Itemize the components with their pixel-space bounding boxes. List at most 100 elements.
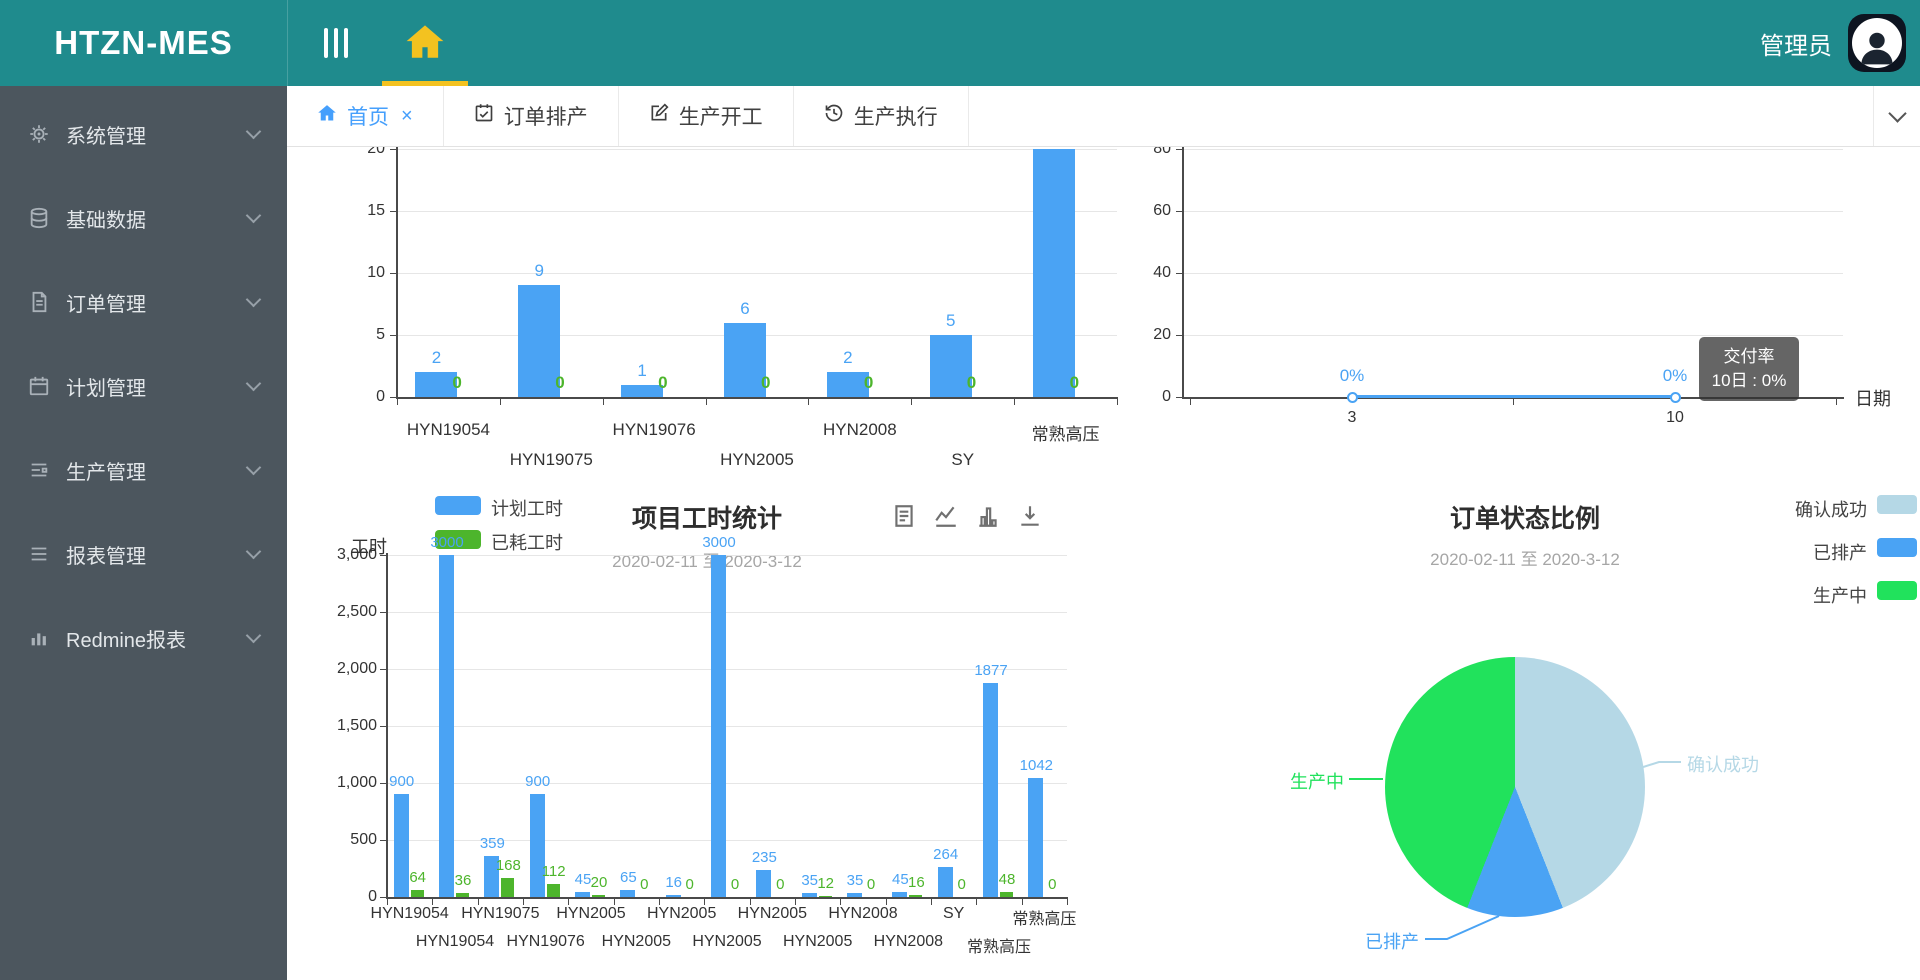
tab-production-execution[interactable]: 生产执行 [794,86,969,146]
bar-planned[interactable] [756,870,772,897]
x-tick-mark [795,899,796,905]
sidebar: 系统管理 基础数据 订单管理 计划管理 [0,86,287,980]
legend-swatch-confirmed[interactable] [1877,495,1917,514]
x-tick-mark [1117,399,1118,405]
bar-planned[interactable] [484,856,500,897]
sidebar-item-system[interactable]: 系统管理 [0,92,287,176]
bar-consumed[interactable] [818,895,832,897]
legend-swatch-planned[interactable] [435,496,481,515]
bar-planned[interactable] [415,372,458,397]
bar-consumed[interactable] [410,889,424,897]
bar-planned[interactable] [929,335,972,397]
bar-value-label: 0 [1048,876,1057,893]
x-category-label: 常熟高压 [1012,911,1077,928]
x-axis-line [396,397,1118,399]
user-avatar[interactable] [1848,14,1906,72]
bar-consumed[interactable] [909,895,923,897]
bar-consumed[interactable] [1000,891,1013,897]
pie-order-status[interactable] [1385,657,1645,917]
x-category-label: HYN2005 [556,905,626,922]
line-chart-icon[interactable] [933,503,959,529]
tab-home[interactable]: 首页 × [287,86,444,146]
download-icon[interactable] [1017,503,1043,529]
sidebar-item-production[interactable]: 生产管理 [0,428,287,512]
sidebar-collapse-icon[interactable] [324,28,348,58]
y-tick-label: 2,000 [336,660,377,677]
gear-icon [28,123,50,145]
tab-production-start[interactable]: 生产开工 [619,86,794,146]
chevron-down-icon [245,543,262,559]
x-category-label: HYN2005 [601,933,672,950]
data-point[interactable] [1670,392,1681,403]
bar-value-label: 359 [479,835,505,853]
bar-value-label: 6 [740,298,750,318]
bar-value-label: 0 [658,373,668,392]
close-icon[interactable]: × [401,104,413,127]
tab-list-dropdown-button[interactable] [1873,86,1920,146]
bar-value-label: 0 [966,373,977,392]
x-tick-mark [397,399,398,405]
y-tick-label: 15 [367,202,385,219]
sidebar-item-plans[interactable]: 计划管理 [0,344,287,428]
legend-label-consumed[interactable]: 已耗工时 [491,533,563,553]
bar-value-label: 3000 [702,534,736,551]
bar-planned[interactable] [575,891,590,897]
x-category-label: HYN19076 [612,420,696,439]
sidebar-item-basedata[interactable]: 基础数据 [0,176,287,260]
bar-consumed[interactable] [501,877,515,897]
legend-swatch-inproduction[interactable] [1877,581,1917,600]
y-tick-mark [380,555,387,556]
bar-planned[interactable] [801,893,817,897]
app-logo: HTZN-MES [0,0,288,86]
x-axis-line [1182,397,1844,399]
bar-consumed[interactable] [592,894,605,897]
bar-planned[interactable] [620,889,636,897]
sidebar-item-redmine[interactable]: Redmine报表 [0,596,287,680]
legend-swatch-consumed[interactable] [435,530,481,549]
bar-planned[interactable] [724,322,766,397]
bar-planned[interactable] [1028,778,1044,897]
legend-swatch-scheduled[interactable] [1877,538,1917,557]
data-point[interactable] [1347,392,1358,403]
y-tick-mark [380,612,387,613]
bar-planned[interactable] [711,555,726,897]
sidebar-item-orders[interactable]: 订单管理 [0,260,287,344]
bar-planned[interactable] [847,893,862,897]
bar-value-label: 1 [637,360,647,380]
bar-value-label: 16 [907,874,925,892]
legend-label-planned[interactable]: 计划工时 [491,499,563,519]
bar-planned[interactable] [937,866,953,897]
bar-planned[interactable] [892,891,908,897]
line-segment[interactable] [1352,395,1675,398]
x-category-label: HYN19075 [509,450,593,469]
x-tick-mark [659,899,660,905]
history-icon [824,103,844,129]
bar-planned[interactable] [439,555,454,897]
y-tick-mark [380,840,387,841]
x-tick-mark [1021,899,1023,905]
legend-label-confirmed[interactable]: 确认成功 [1795,500,1867,520]
sidebar-item-reports[interactable]: 报表管理 [0,512,287,596]
bar-planned[interactable] [665,895,681,897]
bar-chart-icon[interactable] [975,503,1001,529]
home-icon[interactable] [404,21,446,63]
bar-consumed[interactable] [456,892,469,897]
legend-label-inproduction[interactable]: 生产中 [1813,586,1867,606]
legend-label-scheduled[interactable]: 已排产 [1813,543,1867,563]
bar-planned[interactable] [518,285,561,397]
bar-planned[interactable] [1032,149,1075,397]
gridline [1183,273,1843,274]
x-category-label: SY [951,450,975,469]
data-view-icon[interactable] [891,503,917,529]
bar-planned[interactable] [983,683,998,897]
bar-planned[interactable] [826,372,869,397]
bar-planned[interactable] [393,794,409,897]
x-tick-label: 3 [1347,409,1357,426]
x-category-label: HYN2008 [828,905,898,922]
chart-title: 订单状态比例 [1449,505,1600,533]
bar-planned[interactable] [529,794,545,897]
bar-consumed[interactable] [546,884,560,897]
x-category-label: SY [942,905,965,922]
bar-planned[interactable] [621,384,664,397]
tab-order-scheduling[interactable]: 订单排产 [444,86,619,146]
